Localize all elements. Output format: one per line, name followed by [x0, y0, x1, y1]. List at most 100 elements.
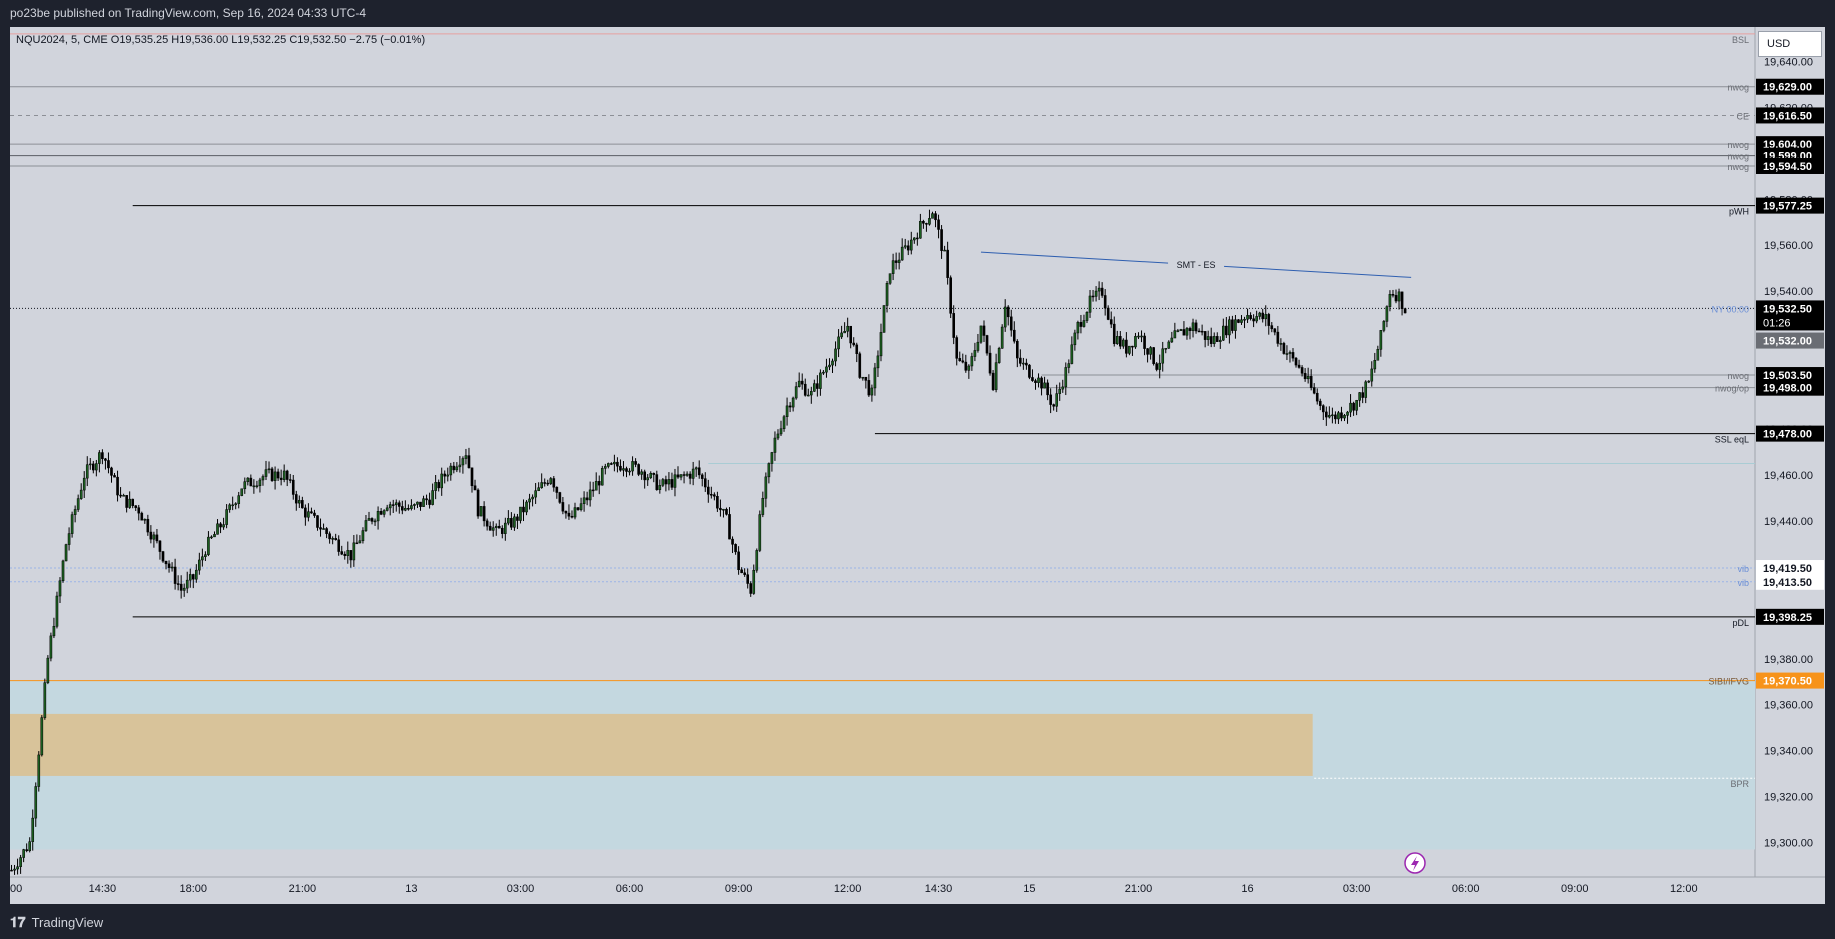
candle-body [1003, 306, 1007, 328]
candle-body [413, 504, 416, 506]
candle-body [582, 497, 586, 504]
price-box: 19,413.50 [1756, 573, 1824, 590]
candle-body [1182, 329, 1186, 336]
candle-body [464, 455, 468, 459]
candle-body [504, 522, 507, 534]
candle-body [637, 464, 640, 475]
candle-body [1367, 380, 1371, 383]
smt-label: SMT - ES [1177, 260, 1216, 270]
time-tick-label: 06:00 [1452, 883, 1480, 895]
candle-body [958, 358, 962, 362]
smt-label-bg [1168, 257, 1225, 270]
candle-body [973, 350, 977, 357]
candle-body [279, 477, 283, 480]
candle-body [870, 387, 874, 396]
candle-body [294, 494, 298, 504]
candle-body [1391, 294, 1395, 296]
candle-body [410, 505, 413, 509]
price-box-label: 19,478.00 [1763, 429, 1812, 441]
candle-body [900, 246, 904, 261]
price-tick-label: 19,300.00 [1764, 838, 1813, 850]
candle-body [470, 467, 474, 487]
candle-body [101, 452, 104, 460]
candle-body [1294, 357, 1298, 366]
time-tick-label: 16 [1241, 883, 1253, 895]
candle-body [564, 510, 568, 514]
price-box-bg [1756, 560, 1824, 577]
candle-body [179, 583, 183, 591]
candle-body [49, 635, 53, 659]
level-label: SIBI/IFVG [1708, 677, 1749, 687]
candle-body [785, 405, 789, 417]
candle-body [734, 544, 737, 553]
candle-body [616, 461, 619, 467]
candle-body [264, 469, 268, 477]
candle-body [852, 342, 856, 346]
candle-body [979, 325, 983, 343]
candle-body [1282, 343, 1286, 354]
candle-body [713, 494, 716, 497]
candle-body [1043, 382, 1046, 389]
candle-body [167, 563, 171, 568]
candle-body [301, 500, 304, 509]
candle-body [500, 527, 504, 534]
level-label: vib [1737, 564, 1749, 574]
level-label: nwog/op [1715, 384, 1749, 394]
candle-body [1331, 414, 1334, 417]
candle-body [440, 473, 444, 489]
candle-body [1091, 295, 1095, 298]
candle-body [573, 507, 577, 518]
candle-body [1376, 349, 1380, 361]
candle-body [1382, 321, 1386, 331]
candle-body [1131, 345, 1134, 348]
candle-body [1352, 402, 1355, 411]
candle-body [876, 355, 880, 369]
candle-body [655, 474, 659, 490]
candle-body [1276, 331, 1280, 344]
candle-body [831, 360, 834, 366]
candle-body [319, 527, 322, 530]
tradingview-logo[interactable]: 𝟏𝟕 TradingView [10, 914, 103, 931]
candle-body [934, 213, 937, 221]
candle-body [1203, 331, 1207, 340]
currency-button[interactable]: USD [1758, 31, 1822, 57]
candle-body [485, 520, 489, 527]
price-box-bg [1756, 78, 1824, 95]
candle-body [1218, 339, 1222, 342]
candle-body [370, 518, 374, 522]
price-chart[interactable]: NQU2024, 5, CME O19,535.25 H19,536.00 L1… [1, 27, 1825, 904]
candle-body [788, 405, 792, 408]
candle-body [64, 544, 68, 562]
candle-body [185, 579, 189, 589]
candle-body [461, 458, 465, 466]
candle-body [404, 508, 407, 511]
candle-body [37, 754, 41, 787]
candle-body [13, 868, 16, 871]
price-box-bg [1756, 379, 1824, 396]
candle-body [352, 542, 356, 561]
chart-area[interactable]: NQU2024, 5, CME O19,535.25 H19,536.00 L1… [1, 27, 1825, 904]
candle-body [994, 362, 998, 390]
candle-body [128, 498, 131, 508]
candle-body [210, 536, 213, 539]
candle-body [467, 455, 471, 469]
candle-body [1119, 336, 1122, 347]
candle-body [285, 470, 289, 480]
candle-body [552, 478, 556, 488]
candle-body [431, 490, 434, 505]
candle-body [1397, 291, 1401, 302]
price-box-bg [1756, 367, 1824, 384]
candle-body [28, 841, 32, 852]
candle-body [664, 479, 668, 485]
candle-body [1252, 318, 1255, 322]
candle-body [1206, 336, 1210, 340]
candle-body [1222, 325, 1225, 341]
candle-body [779, 428, 783, 435]
candle-body [497, 525, 501, 529]
candle-body [755, 550, 759, 571]
candle-body [867, 380, 871, 396]
price-box-bg [1756, 197, 1824, 214]
candle-body [794, 386, 798, 399]
candle-body [791, 397, 795, 408]
candle-body [882, 305, 886, 333]
